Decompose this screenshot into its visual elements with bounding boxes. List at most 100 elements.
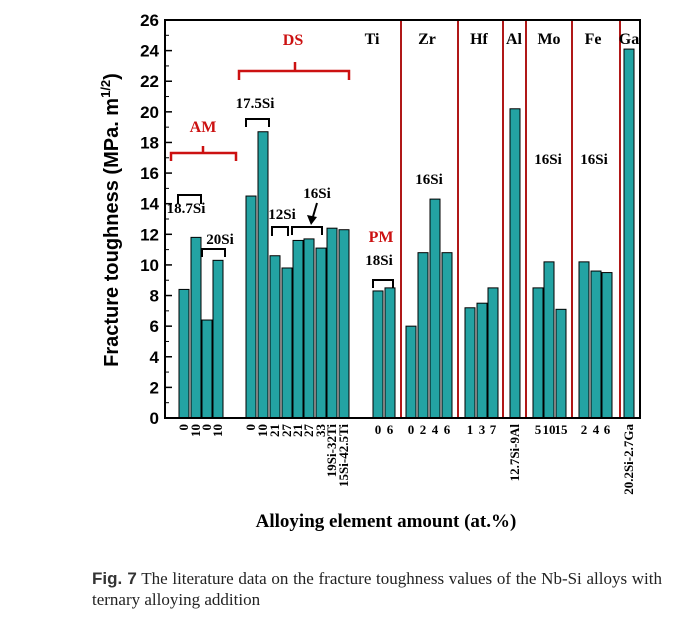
bar xyxy=(338,229,350,419)
x-tick-label: 21 xyxy=(290,424,305,437)
y-tick-label: 4 xyxy=(150,348,160,367)
y-tick-label: 18 xyxy=(140,133,159,152)
x-tick-label: 10 xyxy=(543,422,556,437)
bar xyxy=(509,108,521,419)
x-tick-label: 6 xyxy=(604,422,611,437)
si-16-ds-bracket xyxy=(291,226,323,235)
si-20-bracket xyxy=(201,248,226,257)
bar xyxy=(578,261,590,419)
x-tick-label: 1 xyxy=(467,422,474,437)
si-16-ds-label: 16Si xyxy=(303,186,331,202)
x-tick-label: 20.2Si-2.7Ga xyxy=(621,424,636,495)
bar xyxy=(292,239,304,419)
si-18-label: 18Si xyxy=(365,253,393,269)
group-label-al: Al xyxy=(506,31,523,48)
group-label-ti: Ti xyxy=(365,31,380,48)
bar xyxy=(532,287,544,419)
x-tick-label: 5 xyxy=(535,422,542,437)
bar xyxy=(269,255,281,419)
x-tick-label: 21 xyxy=(267,424,282,437)
bar xyxy=(190,236,202,419)
x-tick-label: 0 xyxy=(176,424,191,431)
bar xyxy=(623,48,635,419)
bar xyxy=(212,259,224,419)
bar xyxy=(441,252,453,419)
x-tick-label: 2 xyxy=(420,422,427,437)
x-tick-label: 15Si-42.5Ti xyxy=(336,424,351,487)
bar xyxy=(326,227,338,419)
x-tick-label: 7 xyxy=(490,422,497,437)
x-tick-label: 4 xyxy=(593,422,600,437)
si-17-5-bracket xyxy=(245,118,270,127)
y-tick-label: 10 xyxy=(140,256,159,275)
bar xyxy=(487,287,499,419)
bar xyxy=(384,287,396,419)
group-label-hf: Hf xyxy=(470,31,488,48)
bar xyxy=(601,272,613,419)
y-tick-label: 24 xyxy=(140,42,159,61)
x-tick-label: 15 xyxy=(555,422,569,437)
y-tick-label: 6 xyxy=(150,317,159,336)
x-tick-label: 6 xyxy=(444,422,451,437)
si-12-label: 12Si xyxy=(268,207,296,223)
bar xyxy=(417,252,429,419)
bar xyxy=(178,288,190,419)
bar xyxy=(543,261,555,419)
x-tick-label: 12.7Si-9Al xyxy=(507,424,522,482)
x-tick-label: 33 xyxy=(313,424,328,438)
x-tick-label: 27 xyxy=(301,424,316,438)
x-tick-label: 6 xyxy=(387,422,394,437)
si-16-zr-label: 16Si xyxy=(415,172,443,188)
bar xyxy=(303,238,315,419)
y-axis-label: Fracture toughness (MPa. m1/2) xyxy=(98,73,123,367)
bar xyxy=(281,267,293,419)
group-label-fe: Fe xyxy=(585,31,602,48)
plot-frame xyxy=(164,19,641,419)
si-18-bracket xyxy=(372,279,394,288)
bar xyxy=(429,198,441,419)
bar xyxy=(372,290,384,419)
figure-caption: Fig. 7 The literature data on the fractu… xyxy=(92,568,662,610)
si-20-label: 20Si xyxy=(206,232,234,248)
y-tick-label: 8 xyxy=(150,287,159,306)
y-tick-label: 16 xyxy=(140,164,159,183)
bar xyxy=(315,247,327,419)
si-16-fe-label: 16Si xyxy=(580,152,608,168)
y-tick-label: 14 xyxy=(140,195,159,214)
pm-label: PM xyxy=(369,229,394,246)
bar xyxy=(201,319,213,419)
x-axis-label: Alloying element amount (at.%) xyxy=(256,511,517,532)
x-tick-label: 10 xyxy=(188,424,203,437)
y-tick-label: 2 xyxy=(150,378,159,397)
figure-number: Fig. 7 xyxy=(92,569,137,588)
group-label-zr: Zr xyxy=(418,31,436,48)
x-tick-label: 0 xyxy=(408,422,415,437)
y-tick-label: 20 xyxy=(140,103,159,122)
si-18-7-label: 18.7Si xyxy=(167,201,206,217)
bar xyxy=(476,302,488,419)
y-tick-label: 22 xyxy=(140,72,159,91)
bar xyxy=(590,270,602,419)
si-12-bracket xyxy=(271,226,289,236)
si-18-7-bracket xyxy=(177,194,202,204)
si-17-5-label: 17.5Si xyxy=(236,96,275,112)
x-tick-label: 10 xyxy=(210,424,225,437)
x-tick-label: 0 xyxy=(199,424,214,431)
group-label-ga: Ga xyxy=(619,31,639,48)
y-tick-label: 12 xyxy=(140,225,159,244)
bar xyxy=(245,195,257,419)
bar xyxy=(405,325,417,419)
am-label: AM xyxy=(190,119,217,136)
x-tick-label: 4 xyxy=(432,422,439,437)
caption-text: The literature data on the fracture toug… xyxy=(92,569,662,609)
x-tick-label: 10 xyxy=(255,424,270,437)
ds-bracket xyxy=(237,62,351,80)
x-tick-label: 0 xyxy=(375,422,382,437)
si-16-mo-label: 16Si xyxy=(534,152,562,168)
x-tick-label: 0 xyxy=(243,424,258,431)
bar xyxy=(555,308,567,419)
x-tick-label: 27 xyxy=(279,424,294,438)
y-tick-label: 0 xyxy=(150,409,159,428)
x-tick-label: 2 xyxy=(581,422,588,437)
group-label-mo: Mo xyxy=(537,31,560,48)
